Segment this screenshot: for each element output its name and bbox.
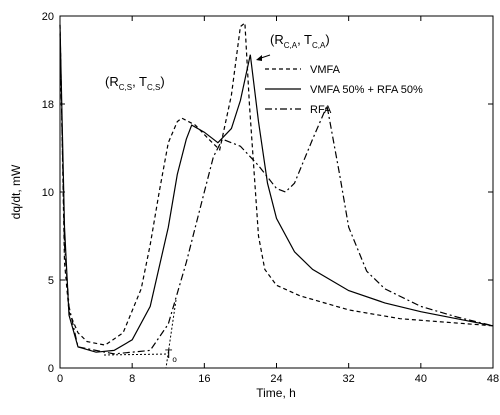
x-tick-label: 8	[129, 373, 135, 385]
series-line	[59, 21, 494, 346]
x-tick-label: 40	[415, 373, 427, 385]
plot-frame	[59, 15, 494, 369]
legend-label: RFA	[310, 104, 332, 116]
annotation-subscript: C,S	[119, 83, 132, 92]
annotation-text: T	[165, 347, 173, 361]
annotation: To	[165, 347, 177, 364]
annotation-text: , T	[297, 32, 312, 47]
x-tick-label: 32	[343, 373, 355, 385]
y-tick-label: 18	[42, 99, 54, 111]
annotation-text: )	[325, 32, 329, 47]
series-line	[59, 24, 494, 353]
x-axis-label: Time, h	[256, 386, 296, 400]
x-tick-label: 16	[198, 373, 210, 385]
annotation-subscript: C,A	[284, 41, 298, 50]
onset-tangent	[165, 299, 177, 369]
annotation: (RC,S, TC,S)	[105, 74, 165, 92]
onset-baseline	[103, 353, 169, 356]
annotation-text: (R	[105, 74, 119, 89]
annotation-text: , T	[132, 74, 147, 89]
y-tick-label: 10	[42, 187, 54, 199]
x-tick-label: 48	[487, 373, 499, 385]
legend-label: VMFA	[310, 64, 341, 76]
y-tick-label: 5	[48, 275, 54, 287]
annotation-text: (R	[270, 32, 284, 47]
annotation-subscript: C,A	[312, 41, 326, 50]
legend-label: VMFA 50% + RFA 50%	[310, 84, 423, 96]
annotation: (RC,A, TC,A)	[270, 32, 330, 50]
y-tick-label: 0	[48, 363, 54, 375]
y-axis-label: dq/dt, mW	[9, 164, 23, 219]
annotation-text: )	[160, 74, 164, 89]
arrow-head	[256, 55, 262, 61]
series-line	[59, 33, 494, 355]
x-tick-label: 0	[57, 373, 63, 385]
annotation-subscript: C,S	[147, 83, 160, 92]
y-tick-label: 20	[42, 11, 54, 23]
x-tick-label: 24	[270, 373, 282, 385]
annotation-subscript: o	[172, 355, 177, 364]
